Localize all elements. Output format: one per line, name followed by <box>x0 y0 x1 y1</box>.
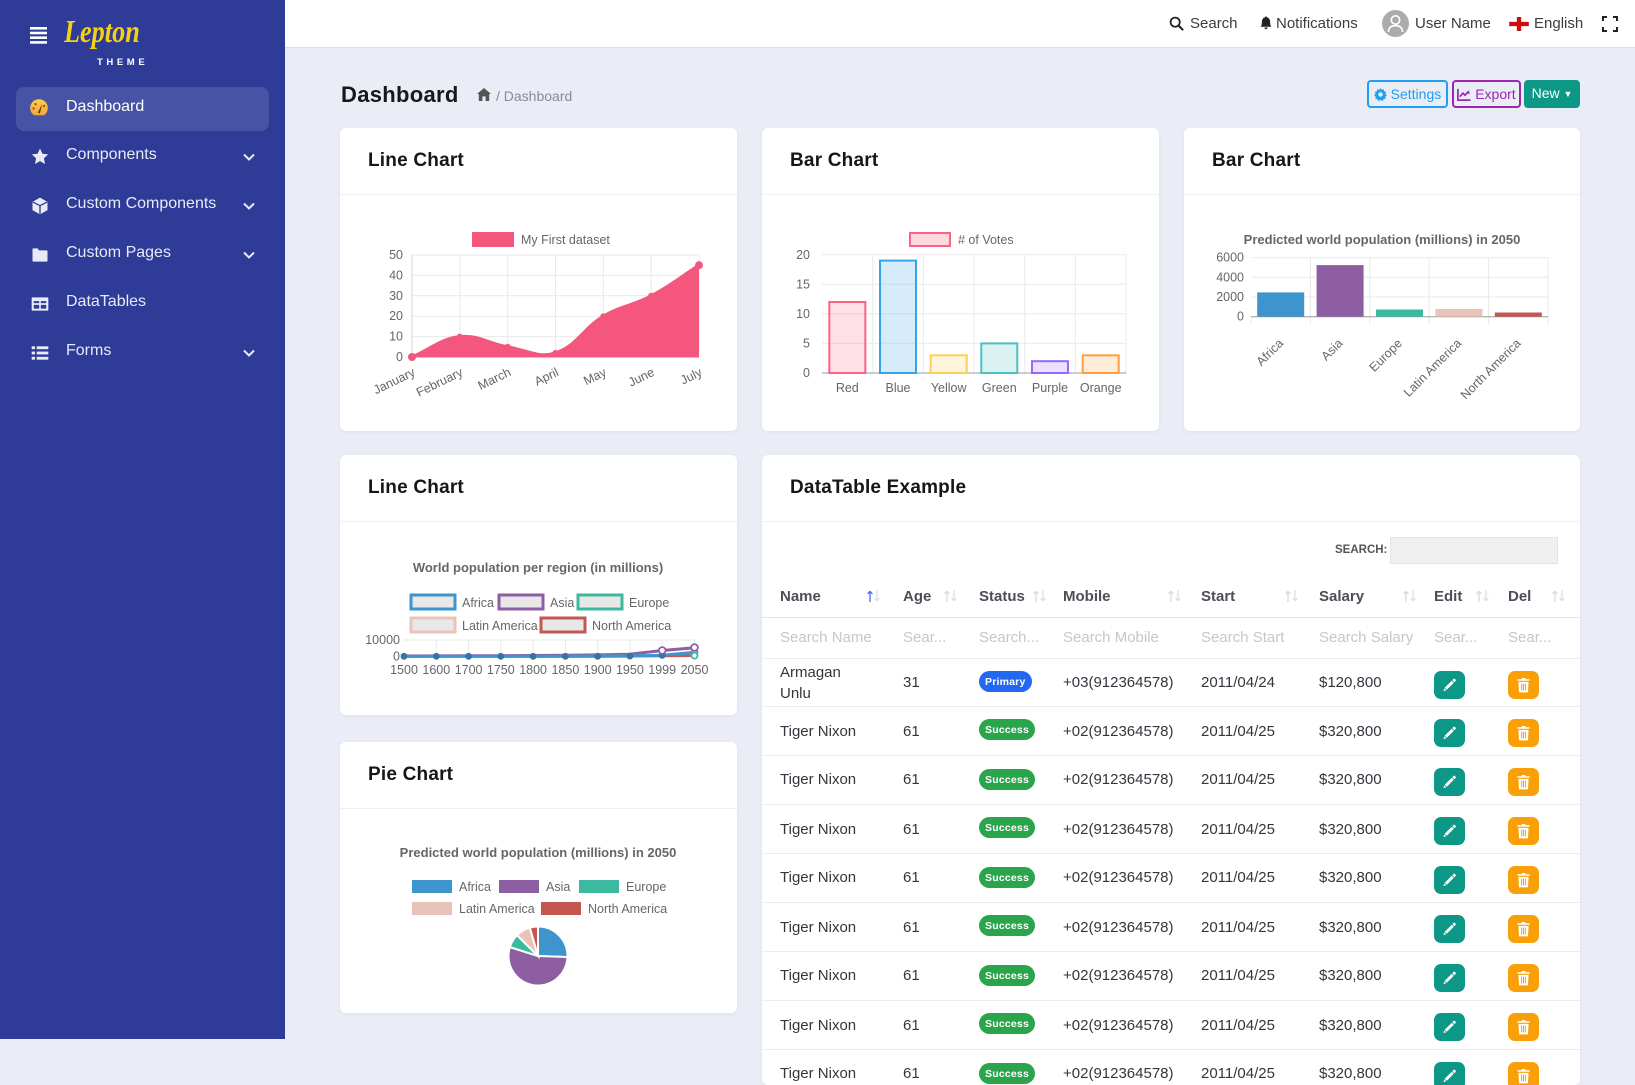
svg-text:15: 15 <box>796 278 810 292</box>
svg-text:Predicted world population (mi: Predicted world population (millions) in… <box>400 845 677 860</box>
svg-text:Africa: Africa <box>462 596 494 610</box>
svg-text:June: June <box>626 365 657 389</box>
svg-text:Asia: Asia <box>546 880 570 894</box>
svg-text:20: 20 <box>796 248 810 262</box>
svg-text:10000: 10000 <box>365 633 400 647</box>
svg-text:Africa: Africa <box>459 880 491 894</box>
svg-text:2050: 2050 <box>681 663 709 677</box>
svg-text:1600: 1600 <box>422 663 450 677</box>
svg-text:North America: North America <box>588 902 667 916</box>
svg-text:10: 10 <box>389 330 403 344</box>
svg-text:Asia: Asia <box>550 596 574 610</box>
svg-text:10: 10 <box>796 307 810 321</box>
svg-text:Latin America: Latin America <box>459 902 535 916</box>
svg-text:North America: North America <box>592 619 671 633</box>
svg-text:0: 0 <box>393 650 400 664</box>
svg-text:Yellow: Yellow <box>931 381 968 395</box>
svg-text:World population per region (i: World population per region (in millions… <box>413 560 663 575</box>
svg-text:May: May <box>581 365 609 388</box>
svg-text:Europe: Europe <box>626 880 666 894</box>
svg-text:1800: 1800 <box>519 663 547 677</box>
svg-text:Asia: Asia <box>1318 336 1345 363</box>
svg-text:1750: 1750 <box>487 663 515 677</box>
svg-text:5: 5 <box>803 337 810 351</box>
svg-text:6000: 6000 <box>1216 251 1244 265</box>
svg-text:1999: 1999 <box>648 663 676 677</box>
svg-text:50: 50 <box>389 248 403 262</box>
svg-text:0: 0 <box>803 366 810 380</box>
svg-text:Blue: Blue <box>885 381 910 395</box>
svg-text:Africa: Africa <box>1254 336 1287 369</box>
svg-text:1950: 1950 <box>616 663 644 677</box>
svg-text:Europe: Europe <box>629 596 669 610</box>
svg-text:January: January <box>371 365 418 397</box>
svg-text:Purple: Purple <box>1032 381 1068 395</box>
svg-text:1900: 1900 <box>584 663 612 677</box>
svg-text:April: April <box>532 365 561 389</box>
svg-text:My First dataset: My First dataset <box>521 233 610 247</box>
svg-text:Latin America: Latin America <box>1401 336 1464 399</box>
svg-text:February: February <box>414 365 466 400</box>
svg-text:March: March <box>476 365 513 393</box>
svg-text:Green: Green <box>982 381 1017 395</box>
svg-text:40: 40 <box>389 268 403 282</box>
svg-text:1850: 1850 <box>551 663 579 677</box>
svg-text:1500: 1500 <box>390 663 418 677</box>
svg-text:20: 20 <box>389 309 403 323</box>
svg-text:30: 30 <box>389 289 403 303</box>
svg-text:Orange: Orange <box>1080 381 1122 395</box>
svg-text:Predicted world population (mi: Predicted world population (millions) in… <box>1244 232 1521 247</box>
svg-text:4000: 4000 <box>1216 270 1244 284</box>
svg-text:1700: 1700 <box>455 663 483 677</box>
svg-text:Red: Red <box>836 381 859 395</box>
svg-text:July: July <box>678 365 705 388</box>
svg-text:0: 0 <box>396 350 403 364</box>
svg-text:Latin America: Latin America <box>462 619 538 633</box>
svg-text:0: 0 <box>1237 310 1244 324</box>
svg-text:Europe: Europe <box>1367 336 1405 374</box>
svg-text:2000: 2000 <box>1216 290 1244 304</box>
svg-text:# of Votes: # of Votes <box>958 233 1014 247</box>
svg-text:North America: North America <box>1458 336 1524 402</box>
